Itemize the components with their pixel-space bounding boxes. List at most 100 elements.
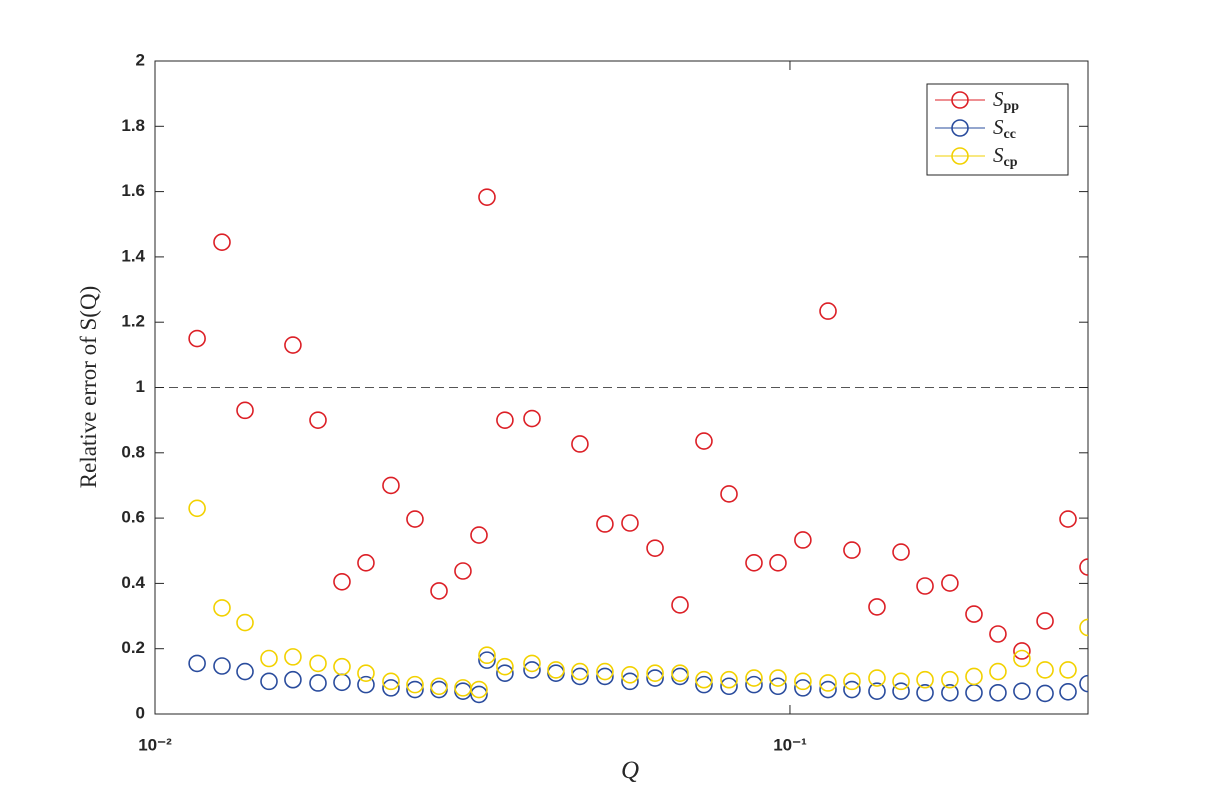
marker [843, 680, 861, 699]
marker [430, 582, 448, 600]
marker [357, 664, 375, 682]
marker [794, 672, 812, 691]
marker [892, 682, 910, 700]
marker [965, 605, 983, 623]
x-tick-label: 10⁻¹ [773, 735, 807, 754]
marker [646, 539, 664, 557]
legend-label: Scp [993, 143, 1018, 170]
marker [794, 531, 812, 549]
marker [406, 680, 424, 699]
marker [260, 649, 278, 668]
y-axis-label: Relative error of S(Q) [76, 286, 101, 488]
marker [843, 541, 861, 559]
marker [621, 514, 639, 532]
marker [260, 672, 278, 691]
marker [236, 662, 254, 681]
marker [695, 670, 713, 689]
marker [454, 562, 472, 580]
marker [406, 510, 424, 528]
marker [1013, 642, 1031, 660]
marker [236, 401, 254, 420]
marker [470, 526, 488, 544]
y-tick-label: 2 [136, 50, 145, 69]
marker [357, 675, 375, 694]
marker [892, 543, 910, 561]
marker [309, 654, 327, 673]
marker [1036, 661, 1054, 679]
marker [382, 672, 400, 691]
legend-marker [951, 119, 969, 137]
marker [496, 657, 514, 676]
marker [284, 670, 302, 689]
marker [671, 664, 689, 682]
marker [819, 674, 837, 692]
marker [596, 667, 614, 686]
marker [236, 613, 254, 632]
marker [470, 685, 488, 704]
marker [1036, 612, 1054, 630]
marker [794, 679, 812, 697]
marker [284, 648, 302, 666]
marker [769, 677, 787, 696]
marker [646, 669, 664, 687]
marker [621, 666, 639, 684]
marker [989, 625, 1007, 643]
marker [382, 476, 400, 495]
marker [309, 674, 327, 692]
marker [1079, 558, 1088, 576]
marker [671, 596, 689, 614]
legend-marker [951, 91, 969, 109]
marker [188, 654, 206, 673]
marker [745, 675, 763, 694]
marker [333, 657, 351, 676]
marker [430, 677, 448, 696]
marker [868, 598, 886, 616]
marker [695, 432, 713, 450]
y-tick-label: 1.6 [121, 181, 145, 200]
marker [548, 1, 564, 17]
marker [523, 654, 541, 673]
marker [965, 667, 983, 686]
marker [478, 646, 496, 665]
marker [745, 669, 763, 687]
y-tick-label: 1 [136, 377, 145, 396]
marker [1013, 682, 1031, 700]
marker [1059, 510, 1077, 528]
marker [382, 679, 400, 697]
marker [941, 683, 959, 702]
marker [333, 572, 351, 591]
marker [478, 188, 496, 206]
marker [357, 554, 375, 572]
marker [547, 661, 565, 679]
marker [916, 577, 934, 595]
x-tick-label: 10⁻² [138, 735, 172, 754]
marker [470, 680, 488, 699]
marker [769, 554, 787, 572]
y-tick-label: 0.2 [121, 638, 145, 657]
marker [213, 233, 231, 252]
y-tick-label: 0.8 [121, 442, 145, 461]
marker [989, 662, 1007, 681]
marker [941, 670, 959, 689]
marker [720, 677, 738, 696]
marker [989, 683, 1007, 702]
marker [571, 435, 589, 453]
marker [478, 651, 496, 669]
legend-label: Spp [993, 87, 1019, 114]
marker [1036, 684, 1054, 703]
marker [596, 662, 614, 681]
marker [892, 672, 910, 691]
marker [284, 336, 302, 354]
marker [571, 662, 589, 681]
y-tick-label: 0 [136, 703, 145, 722]
marker [523, 409, 541, 428]
marker [720, 670, 738, 689]
marker [496, 411, 514, 429]
x-axis-label: Q [621, 757, 639, 784]
marker [213, 599, 231, 617]
marker [916, 683, 934, 702]
marker [188, 329, 206, 348]
y-tick-label: 0.6 [121, 508, 145, 527]
marker [941, 574, 959, 592]
